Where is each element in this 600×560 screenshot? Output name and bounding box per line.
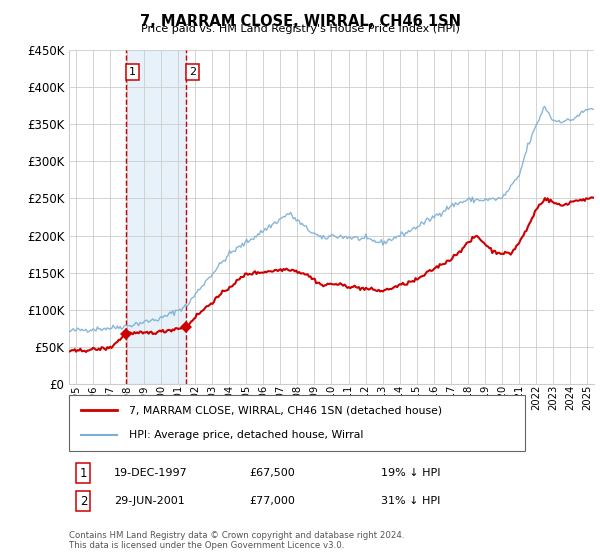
Text: £77,000: £77,000 xyxy=(249,496,295,506)
Text: 1: 1 xyxy=(129,67,136,77)
Text: 19% ↓ HPI: 19% ↓ HPI xyxy=(381,468,440,478)
Text: 29-JUN-2001: 29-JUN-2001 xyxy=(114,496,185,506)
Text: 19-DEC-1997: 19-DEC-1997 xyxy=(114,468,188,478)
Text: Contains HM Land Registry data © Crown copyright and database right 2024.
This d: Contains HM Land Registry data © Crown c… xyxy=(69,530,404,550)
Text: Price paid vs. HM Land Registry's House Price Index (HPI): Price paid vs. HM Land Registry's House … xyxy=(140,24,460,34)
Text: 7, MARRAM CLOSE, WIRRAL, CH46 1SN: 7, MARRAM CLOSE, WIRRAL, CH46 1SN xyxy=(139,14,461,29)
Text: 7, MARRAM CLOSE, WIRRAL, CH46 1SN (detached house): 7, MARRAM CLOSE, WIRRAL, CH46 1SN (detac… xyxy=(129,405,442,416)
Text: 2: 2 xyxy=(80,494,87,508)
Text: HPI: Average price, detached house, Wirral: HPI: Average price, detached house, Wirr… xyxy=(129,430,364,440)
Text: 1: 1 xyxy=(80,466,87,480)
Text: 2: 2 xyxy=(189,67,196,77)
Bar xyxy=(126,50,187,384)
Text: £67,500: £67,500 xyxy=(249,468,295,478)
Text: 31% ↓ HPI: 31% ↓ HPI xyxy=(381,496,440,506)
